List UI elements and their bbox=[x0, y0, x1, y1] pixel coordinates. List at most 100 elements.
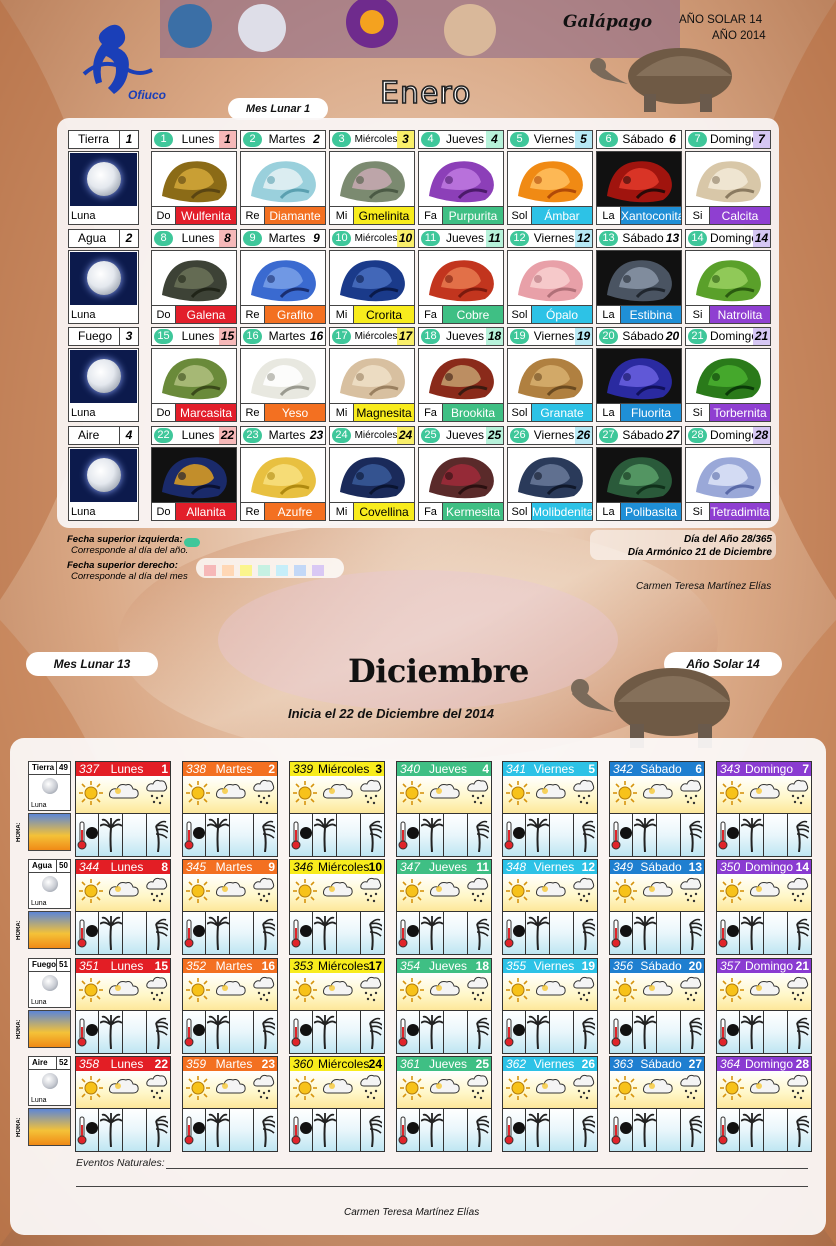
weather-day-cell[interactable]: 363 Sábado 27 bbox=[609, 1056, 705, 1152]
sky-conditions-row[interactable] bbox=[76, 776, 170, 814]
day-header[interactable]: 23 Martes 23 bbox=[240, 426, 326, 445]
day-header[interactable]: 18 Jueves 18 bbox=[418, 327, 504, 346]
day-header[interactable]: 7 Domingo 7 bbox=[685, 130, 771, 149]
weather-day-cell[interactable]: 337 Lunes 1 bbox=[75, 761, 171, 857]
day-header[interactable]: 14 Domingo 14 bbox=[685, 229, 771, 248]
ground-conditions-row[interactable] bbox=[183, 814, 277, 856]
sky-conditions-row[interactable] bbox=[183, 874, 277, 912]
mineral-cell[interactable]: La Polibasita bbox=[596, 447, 682, 521]
sunrise-box[interactable] bbox=[28, 911, 71, 949]
sunrise-box[interactable] bbox=[28, 1108, 71, 1146]
weather-day-cell[interactable]: 359 Martes 23 bbox=[182, 1056, 278, 1152]
mineral-cell[interactable]: Si Tetradimita bbox=[685, 447, 771, 521]
sky-conditions-row[interactable] bbox=[610, 1071, 704, 1109]
weather-day-cell[interactable]: 354 Jueves 18 bbox=[396, 958, 492, 1054]
mineral-cell[interactable]: Do Allanita bbox=[151, 447, 237, 521]
ground-conditions-row[interactable] bbox=[397, 814, 491, 856]
weather-day-cell[interactable]: 357 Domingo 21 bbox=[716, 958, 812, 1054]
sky-conditions-row[interactable] bbox=[397, 1071, 491, 1109]
sky-conditions-row[interactable] bbox=[183, 776, 277, 814]
ground-conditions-row[interactable] bbox=[76, 1109, 170, 1151]
weather-day-cell[interactable]: 341 Viernes 5 bbox=[502, 761, 598, 857]
sky-conditions-row[interactable] bbox=[717, 1071, 811, 1109]
weather-day-cell[interactable]: 360 Miércoles 24 bbox=[289, 1056, 385, 1152]
sky-conditions-row[interactable] bbox=[503, 874, 597, 912]
mineral-cell[interactable]: Si Torbernita bbox=[685, 348, 771, 422]
ground-conditions-row[interactable] bbox=[717, 1109, 811, 1151]
sky-conditions-row[interactable] bbox=[503, 973, 597, 1011]
ground-conditions-row[interactable] bbox=[503, 814, 597, 856]
mineral-cell[interactable]: Re Yeso bbox=[240, 348, 326, 422]
sky-conditions-row[interactable] bbox=[290, 973, 384, 1011]
mineral-cell[interactable]: Sol Ámbar bbox=[507, 151, 593, 225]
weather-day-cell[interactable]: 356 Sábado 20 bbox=[609, 958, 705, 1054]
mineral-cell[interactable]: Mi Magnesita bbox=[329, 348, 415, 422]
sky-conditions-row[interactable] bbox=[76, 874, 170, 912]
day-header[interactable]: 21 Domingo 21 bbox=[685, 327, 771, 346]
day-header[interactable]: 12 Viernes 12 bbox=[507, 229, 593, 248]
weather-day-cell[interactable]: 338 Martes 2 bbox=[182, 761, 278, 857]
weather-day-cell[interactable]: 351 Lunes 15 bbox=[75, 958, 171, 1054]
mineral-cell[interactable]: Mi Crorita bbox=[329, 250, 415, 324]
weather-day-cell[interactable]: 344 Lunes 8 bbox=[75, 859, 171, 955]
ground-conditions-row[interactable] bbox=[183, 1011, 277, 1053]
day-header[interactable]: 9 Martes 9 bbox=[240, 229, 326, 248]
mineral-cell[interactable]: Sol Ópalo bbox=[507, 250, 593, 324]
ground-conditions-row[interactable] bbox=[503, 912, 597, 954]
weather-day-cell[interactable]: 347 Jueves 11 bbox=[396, 859, 492, 955]
mineral-cell[interactable]: Sol Molibdenita bbox=[507, 447, 593, 521]
sky-conditions-row[interactable] bbox=[290, 1071, 384, 1109]
weather-day-cell[interactable]: 349 Sábado 13 bbox=[609, 859, 705, 955]
mineral-cell[interactable]: Do Marcasita bbox=[151, 348, 237, 422]
day-header[interactable]: 19 Viernes 19 bbox=[507, 327, 593, 346]
sky-conditions-row[interactable] bbox=[610, 874, 704, 912]
day-header[interactable]: 28 Domingo 28 bbox=[685, 426, 771, 445]
ground-conditions-row[interactable] bbox=[610, 912, 704, 954]
day-header[interactable]: 3 Miércoles 3 bbox=[329, 130, 415, 149]
sky-conditions-row[interactable] bbox=[610, 973, 704, 1011]
sunrise-box[interactable] bbox=[28, 1010, 71, 1048]
day-header[interactable]: 6 Sábado 6 bbox=[596, 130, 682, 149]
events-line-1[interactable] bbox=[166, 1168, 808, 1169]
mineral-cell[interactable]: Do Wulfenita bbox=[151, 151, 237, 225]
ground-conditions-row[interactable] bbox=[76, 1011, 170, 1053]
day-header[interactable]: 26 Viernes 26 bbox=[507, 426, 593, 445]
weather-day-cell[interactable]: 352 Martes 16 bbox=[182, 958, 278, 1054]
sky-conditions-row[interactable] bbox=[610, 776, 704, 814]
mineral-cell[interactable]: Re Grafito bbox=[240, 250, 326, 324]
mineral-cell[interactable]: Re Diamante bbox=[240, 151, 326, 225]
weather-day-cell[interactable]: 346 Miércoles 10 bbox=[289, 859, 385, 955]
mineral-cell[interactable]: Fa Brookita bbox=[418, 348, 504, 422]
weather-day-cell[interactable]: 345 Martes 9 bbox=[182, 859, 278, 955]
day-header[interactable]: 8 Lunes 8 bbox=[151, 229, 237, 248]
weather-day-cell[interactable]: 339 Miércoles 3 bbox=[289, 761, 385, 857]
mineral-cell[interactable]: Re Azufre bbox=[240, 447, 326, 521]
mineral-cell[interactable]: Sol Granate bbox=[507, 348, 593, 422]
mineral-cell[interactable]: La Xantoconita bbox=[596, 151, 682, 225]
day-header[interactable]: 10 Miércoles 10 bbox=[329, 229, 415, 248]
ground-conditions-row[interactable] bbox=[610, 1011, 704, 1053]
day-header[interactable]: 25 Jueves 25 bbox=[418, 426, 504, 445]
day-header[interactable]: 24 Miércoles 24 bbox=[329, 426, 415, 445]
ground-conditions-row[interactable] bbox=[76, 912, 170, 954]
ground-conditions-row[interactable] bbox=[610, 814, 704, 856]
day-header[interactable]: 1 Lunes 1 bbox=[151, 130, 237, 149]
weather-day-cell[interactable]: 362 Viernes 26 bbox=[502, 1056, 598, 1152]
sky-conditions-row[interactable] bbox=[183, 1071, 277, 1109]
ground-conditions-row[interactable] bbox=[503, 1109, 597, 1151]
weather-day-cell[interactable]: 342 Sábado 6 bbox=[609, 761, 705, 857]
weather-day-cell[interactable]: 353 Miércoles 17 bbox=[289, 958, 385, 1054]
day-header[interactable]: 20 Sábado 20 bbox=[596, 327, 682, 346]
ground-conditions-row[interactable] bbox=[397, 1109, 491, 1151]
mineral-cell[interactable]: Fa Cobre bbox=[418, 250, 504, 324]
mineral-cell[interactable]: Fa Purpurita bbox=[418, 151, 504, 225]
weather-day-cell[interactable]: 364 Domingo 28 bbox=[716, 1056, 812, 1152]
mineral-cell[interactable]: La Fluorita bbox=[596, 348, 682, 422]
weather-day-cell[interactable]: 348 Viernes 12 bbox=[502, 859, 598, 955]
day-header[interactable]: 5 Viernes 5 bbox=[507, 130, 593, 149]
sky-conditions-row[interactable] bbox=[503, 1071, 597, 1109]
day-header[interactable]: 22 Lunes 22 bbox=[151, 426, 237, 445]
day-header[interactable]: 4 Jueves 4 bbox=[418, 130, 504, 149]
weather-day-cell[interactable]: 350 Domingo 14 bbox=[716, 859, 812, 955]
weather-day-cell[interactable]: 358 Lunes 22 bbox=[75, 1056, 171, 1152]
